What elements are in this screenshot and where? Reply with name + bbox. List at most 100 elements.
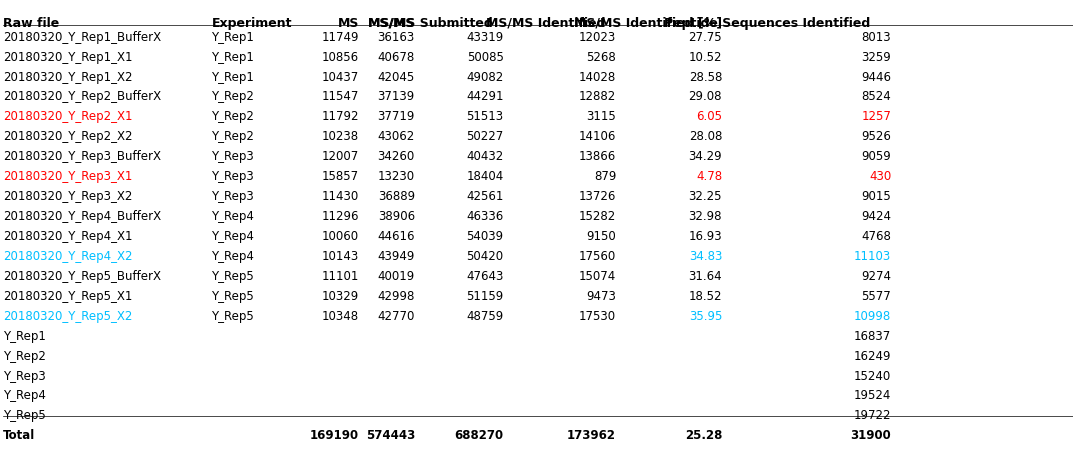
Text: 10856: 10856 — [322, 51, 359, 64]
Text: 54039: 54039 — [467, 230, 504, 243]
Text: 1257: 1257 — [862, 110, 891, 123]
Text: 3259: 3259 — [862, 51, 891, 64]
Text: Y_Rep4: Y_Rep4 — [212, 230, 254, 243]
Text: 50227: 50227 — [467, 130, 504, 143]
Text: Y_Rep1: Y_Rep1 — [212, 31, 254, 44]
Text: 19524: 19524 — [854, 390, 891, 402]
Text: 13726: 13726 — [579, 190, 617, 203]
Text: Y_Rep2: Y_Rep2 — [212, 110, 254, 123]
Text: 34.29: 34.29 — [689, 150, 722, 163]
Text: 688270: 688270 — [455, 429, 504, 442]
Text: 20180320_Y_Rep5_X1: 20180320_Y_Rep5_X1 — [3, 290, 132, 303]
Text: 47643: 47643 — [466, 270, 504, 283]
Text: 12882: 12882 — [579, 91, 617, 103]
Text: Y_Rep1: Y_Rep1 — [212, 51, 254, 64]
Text: 38906: 38906 — [378, 210, 415, 223]
Text: 34260: 34260 — [378, 150, 415, 163]
Text: 430: 430 — [869, 170, 891, 183]
Text: Y_Rep1: Y_Rep1 — [212, 71, 254, 83]
Text: 10437: 10437 — [322, 71, 359, 83]
Text: 11296: 11296 — [322, 210, 359, 223]
Text: Y_Rep1: Y_Rep1 — [3, 330, 45, 343]
Text: 15074: 15074 — [579, 270, 617, 283]
Text: 5577: 5577 — [862, 290, 891, 303]
Text: 40678: 40678 — [378, 51, 415, 64]
Text: 9446: 9446 — [861, 71, 891, 83]
Text: 40432: 40432 — [467, 150, 504, 163]
Text: 11792: 11792 — [322, 110, 359, 123]
Text: 42770: 42770 — [378, 310, 415, 323]
Text: 16.93: 16.93 — [689, 230, 722, 243]
Text: MS/MS Submitted: MS/MS Submitted — [368, 17, 493, 30]
Text: 9473: 9473 — [586, 290, 617, 303]
Text: 10060: 10060 — [322, 230, 359, 243]
Text: 20180320_Y_Rep1_BufferX: 20180320_Y_Rep1_BufferX — [3, 31, 161, 44]
Text: 14028: 14028 — [579, 71, 617, 83]
Text: 8524: 8524 — [862, 91, 891, 103]
Text: Y_Rep4: Y_Rep4 — [3, 390, 45, 402]
Text: 9015: 9015 — [862, 190, 891, 203]
Text: 9424: 9424 — [861, 210, 891, 223]
Text: 40019: 40019 — [378, 270, 415, 283]
Text: 10143: 10143 — [322, 250, 359, 263]
Text: 574443: 574443 — [366, 429, 415, 442]
Text: 20180320_Y_Rep5_BufferX: 20180320_Y_Rep5_BufferX — [3, 270, 160, 283]
Text: Y_Rep5: Y_Rep5 — [212, 310, 254, 323]
Text: 20180320_Y_Rep1_X2: 20180320_Y_Rep1_X2 — [3, 71, 132, 83]
Text: Peptide Sequences Identified: Peptide Sequences Identified — [664, 17, 869, 30]
Text: Y_Rep5: Y_Rep5 — [212, 290, 254, 303]
Text: 11101: 11101 — [322, 270, 359, 283]
Text: 11430: 11430 — [322, 190, 359, 203]
Text: 20180320_Y_Rep3_X2: 20180320_Y_Rep3_X2 — [3, 190, 132, 203]
Text: 20180320_Y_Rep2_X2: 20180320_Y_Rep2_X2 — [3, 130, 132, 143]
Text: 18404: 18404 — [467, 170, 504, 183]
Text: 8013: 8013 — [862, 31, 891, 44]
Text: 25.28: 25.28 — [684, 429, 722, 442]
Text: MS/MS Identified: MS/MS Identified — [486, 17, 606, 30]
Text: 20180320_Y_Rep4_X1: 20180320_Y_Rep4_X1 — [3, 230, 132, 243]
Text: Y_Rep2: Y_Rep2 — [3, 350, 45, 363]
Text: 14106: 14106 — [579, 130, 617, 143]
Text: 34.83: 34.83 — [689, 250, 722, 263]
Text: 13230: 13230 — [378, 170, 415, 183]
Text: Y_Rep3: Y_Rep3 — [212, 170, 254, 183]
Text: 15240: 15240 — [854, 370, 891, 383]
Text: Y_Rep3: Y_Rep3 — [3, 370, 45, 383]
Text: 11749: 11749 — [322, 31, 359, 44]
Text: 20180320_Y_Rep3_BufferX: 20180320_Y_Rep3_BufferX — [3, 150, 160, 163]
Text: 20180320_Y_Rep1_X1: 20180320_Y_Rep1_X1 — [3, 51, 132, 64]
Text: 48759: 48759 — [467, 310, 504, 323]
Text: Y_Rep4: Y_Rep4 — [212, 210, 254, 223]
Text: Y_Rep3: Y_Rep3 — [212, 150, 254, 163]
Text: 37139: 37139 — [378, 91, 415, 103]
Text: 42561: 42561 — [466, 190, 504, 203]
Text: Y_Rep3: Y_Rep3 — [212, 190, 254, 203]
Text: 50420: 50420 — [467, 250, 504, 263]
Text: 16249: 16249 — [853, 350, 891, 363]
Text: Y_Rep2: Y_Rep2 — [212, 91, 254, 103]
Text: MS/MS Identified [%]: MS/MS Identified [%] — [574, 17, 722, 30]
Text: 15282: 15282 — [579, 210, 617, 223]
Text: 50085: 50085 — [467, 51, 504, 64]
Text: 10238: 10238 — [322, 130, 359, 143]
Text: 20180320_Y_Rep3_X1: 20180320_Y_Rep3_X1 — [3, 170, 132, 183]
Text: 5268: 5268 — [586, 51, 617, 64]
Text: 46336: 46336 — [467, 210, 504, 223]
Text: 36163: 36163 — [378, 31, 415, 44]
Text: Y_Rep5: Y_Rep5 — [212, 270, 254, 283]
Text: 173962: 173962 — [567, 429, 617, 442]
Text: 32.25: 32.25 — [689, 190, 722, 203]
Text: MS/MS: MS/MS — [368, 17, 415, 30]
Text: 15857: 15857 — [322, 170, 359, 183]
Text: 18.52: 18.52 — [689, 290, 722, 303]
Text: 9150: 9150 — [586, 230, 617, 243]
Text: 31.64: 31.64 — [689, 270, 722, 283]
Text: 29.08: 29.08 — [689, 91, 722, 103]
Text: 28.58: 28.58 — [689, 71, 722, 83]
Text: MS: MS — [338, 17, 359, 30]
Text: 12007: 12007 — [322, 150, 359, 163]
Text: Y_Rep5: Y_Rep5 — [3, 410, 45, 422]
Text: 17560: 17560 — [579, 250, 617, 263]
Text: 31900: 31900 — [850, 429, 891, 442]
Text: 49082: 49082 — [467, 71, 504, 83]
